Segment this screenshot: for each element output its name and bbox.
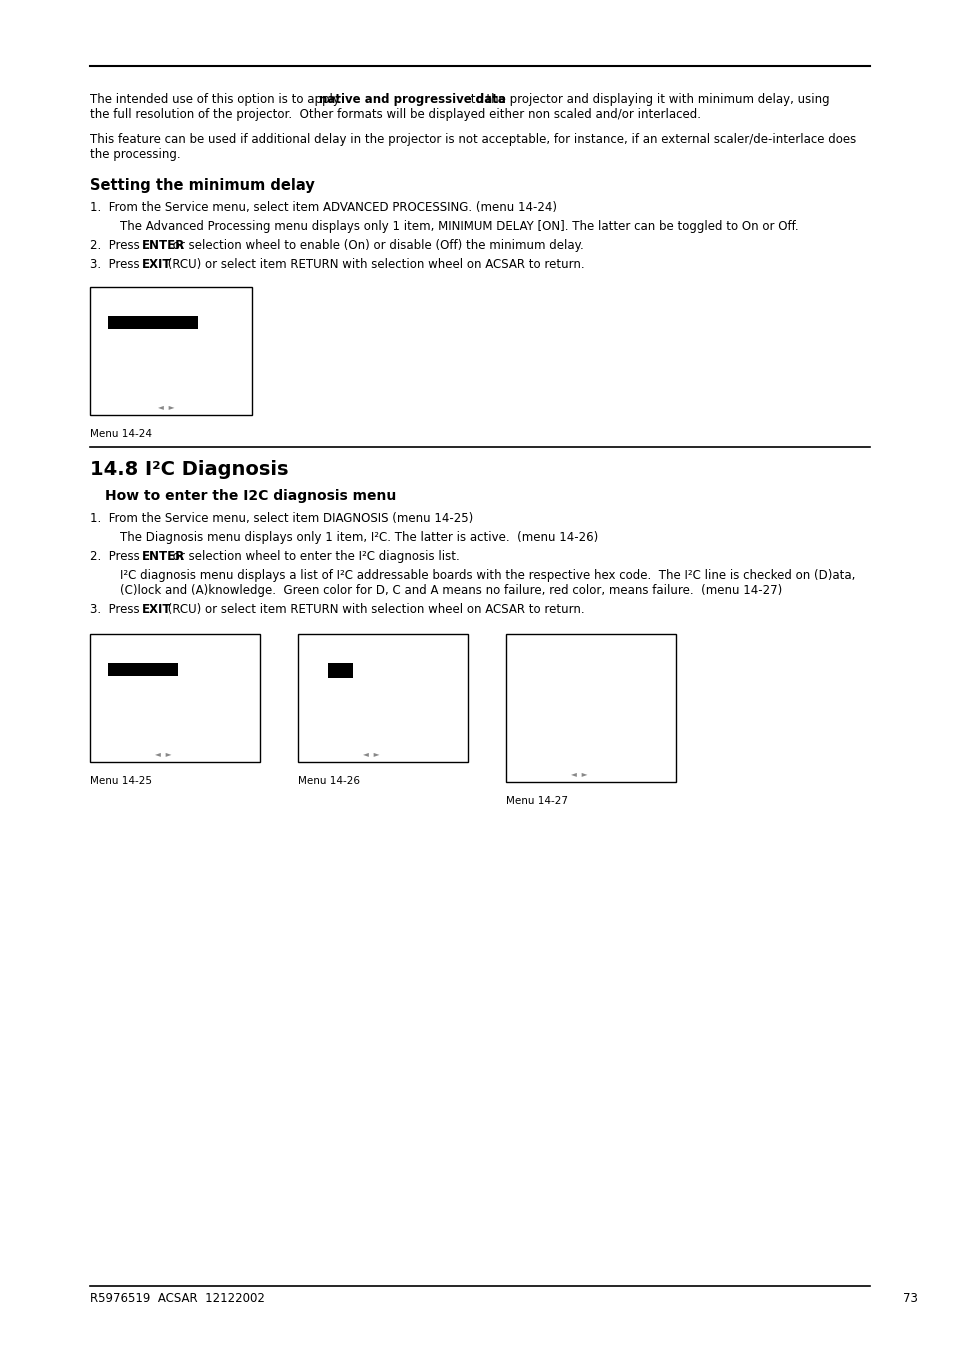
Text: The Diagnosis menu displays only 1 item, I²C. The latter is active.  (menu 14-26: The Diagnosis menu displays only 1 item,… (120, 531, 598, 544)
Text: The Advanced Processing menu displays only 1 item, MINIMUM DELAY [ON]. The latte: The Advanced Processing menu displays on… (120, 220, 798, 232)
Text: 2.  Press: 2. Press (90, 239, 143, 253)
Text: the full resolution of the projector.  Other formats will be displayed either no: the full resolution of the projector. Ot… (90, 108, 700, 122)
Text: Setting the minimum delay: Setting the minimum delay (90, 178, 314, 193)
Text: How to enter the I2C diagnosis menu: How to enter the I2C diagnosis menu (105, 489, 395, 503)
Text: This feature can be used if additional delay in the projector is not acceptable,: This feature can be used if additional d… (90, 132, 856, 146)
Text: Menu 14-25: Menu 14-25 (90, 775, 152, 786)
Text: Menu 14-26: Menu 14-26 (297, 775, 359, 786)
Text: Menu 14-27: Menu 14-27 (505, 796, 567, 807)
Text: to the projector and displaying it with minimum delay, using: to the projector and displaying it with … (467, 93, 829, 105)
Text: ◄  ►: ◄ ► (362, 750, 378, 759)
Text: I²C diagnosis menu displays a list of I²C addressable boards with the respective: I²C diagnosis menu displays a list of I²… (120, 569, 855, 582)
Text: The intended use of this option is to apply: The intended use of this option is to ap… (90, 93, 343, 105)
Text: the processing.: the processing. (90, 149, 180, 161)
Text: 2.  Press: 2. Press (90, 550, 143, 563)
Text: ENTER: ENTER (142, 550, 185, 563)
Text: R5976519  ACSAR  12122002: R5976519 ACSAR 12122002 (90, 1292, 265, 1305)
Bar (505, 634, 676, 782)
Text: (RCU) or select item RETURN with selection wheel on ACSAR to return.: (RCU) or select item RETURN with selecti… (164, 258, 584, 272)
Bar (90, 286, 252, 415)
Text: EXIT: EXIT (142, 258, 172, 272)
Text: 1.  From the Service menu, select item DIAGNOSIS (menu 14-25): 1. From the Service menu, select item DI… (90, 512, 473, 526)
Text: native and progressive data: native and progressive data (318, 93, 505, 105)
Text: ENTER: ENTER (142, 239, 185, 253)
Text: 3.  Press: 3. Press (90, 603, 143, 616)
Text: 14.8 I²C Diagnosis: 14.8 I²C Diagnosis (90, 459, 288, 480)
Text: 73: 73 (902, 1292, 917, 1305)
Text: ◄  ►: ◄ ► (570, 770, 586, 780)
Text: ◄  ►: ◄ ► (154, 750, 171, 759)
Text: 1.  From the Service menu, select item ADVANCED PROCESSING. (menu 14-24): 1. From the Service menu, select item AD… (90, 201, 557, 213)
Text: or selection wheel to enter the I²C diagnosis list.: or selection wheel to enter the I²C diag… (170, 550, 459, 563)
Bar (108, 663, 178, 676)
Text: (RCU) or select item RETURN with selection wheel on ACSAR to return.: (RCU) or select item RETURN with selecti… (164, 603, 584, 616)
Bar (90, 634, 260, 762)
Text: (C)lock and (A)knowledge.  Green color for D, C and A means no failure, red colo: (C)lock and (A)knowledge. Green color fo… (120, 584, 781, 597)
Text: 3.  Press: 3. Press (90, 258, 143, 272)
Text: ◄  ►: ◄ ► (158, 403, 174, 412)
Bar (328, 663, 353, 678)
Bar (108, 316, 198, 330)
Text: or selection wheel to enable (On) or disable (Off) the minimum delay.: or selection wheel to enable (On) or dis… (170, 239, 583, 253)
Text: Menu 14-24: Menu 14-24 (90, 430, 152, 439)
Text: EXIT: EXIT (142, 603, 172, 616)
Bar (297, 634, 468, 762)
